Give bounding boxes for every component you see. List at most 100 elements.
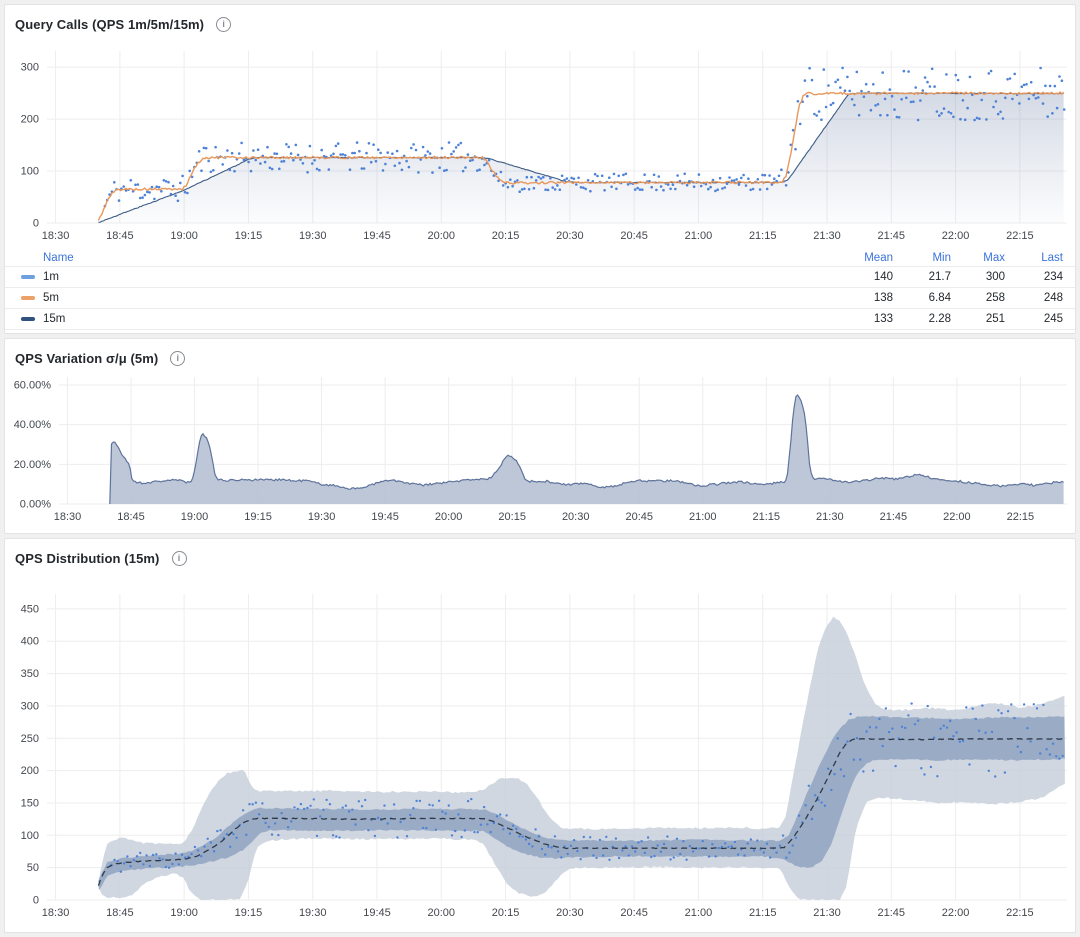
svg-text:20:30: 20:30 — [556, 230, 584, 242]
chart-series — [97, 66, 1066, 223]
svg-text:18:45: 18:45 — [106, 907, 134, 919]
svg-text:21:15: 21:15 — [749, 230, 777, 242]
chart-series — [97, 616, 1065, 900]
svg-text:19:15: 19:15 — [244, 511, 272, 523]
legend-row-5m: 5m 138 6.84 258 248 — [5, 287, 1075, 308]
panel-qps-variation: QPS Variation σ/μ (5m) i 0.00% 20.00% 40.0… — [4, 338, 1076, 534]
svg-text:400: 400 — [21, 636, 39, 648]
svg-text:0: 0 — [33, 895, 39, 907]
legend-table: Name Mean Min Max Last 1m 140 21.7 300 234 5m 138 6.… — [5, 249, 1075, 330]
legend-series-15m[interactable]: 15m — [21, 313, 831, 325]
svg-text:21:00: 21:00 — [685, 907, 713, 919]
svg-text:21:45: 21:45 — [878, 907, 906, 919]
series-fill-15m — [98, 92, 1064, 223]
svg-text:20:30: 20:30 — [556, 907, 584, 919]
info-icon[interactable]: i — [170, 350, 186, 366]
legend-value-min: 21.7 — [928, 271, 951, 283]
legend-row-1m: 1m 140 21.7 300 234 — [5, 266, 1075, 287]
legend-value-max: 300 — [985, 271, 1005, 283]
axis-labels: 0 50 100 150 200 250 300 350 400 450 18:30 18:45 19:… — [21, 603, 1034, 919]
svg-text:19:45: 19:45 — [363, 907, 391, 919]
svg-text:20:15: 20:15 — [498, 511, 526, 523]
svg-text:20:30: 20:30 — [562, 511, 590, 523]
info-icon[interactable]: i — [216, 16, 232, 32]
svg-text:18:45: 18:45 — [117, 511, 145, 523]
svg-text:50: 50 — [27, 862, 39, 874]
svg-text:19:15: 19:15 — [235, 230, 263, 242]
series-line-mean — [97, 737, 1064, 886]
svg-text:0.00%: 0.00% — [20, 499, 51, 511]
svg-text:19:00: 19:00 — [170, 907, 198, 919]
svg-text:20:45: 20:45 — [625, 511, 653, 523]
svg-text:19:30: 19:30 — [299, 230, 327, 242]
svg-text:22:00: 22:00 — [943, 511, 971, 523]
svg-text:22:15: 22:15 — [1007, 511, 1035, 523]
legend-value-mean: 133 — [873, 313, 893, 325]
svg-text:21:45: 21:45 — [878, 230, 906, 242]
svg-text:19:30: 19:30 — [299, 907, 327, 919]
svg-text:200: 200 — [21, 114, 39, 126]
svg-text:250: 250 — [21, 733, 39, 745]
panel-qps-distribution: QPS Distribution (15m) i 0 50 100 150 200 250… — [4, 538, 1076, 933]
legend-value-last: 234 — [1043, 271, 1063, 283]
panel-title: QPS Variation σ/μ (5m) — [15, 350, 159, 366]
panel-header: Query Calls (QPS 1m/5m/15m) i — [5, 5, 1075, 35]
svg-text:100: 100 — [21, 166, 39, 178]
svg-text:21:00: 21:00 — [689, 511, 717, 523]
legend-value-max: 251 — [985, 313, 1005, 325]
legend-value-min: 2.28 — [928, 313, 951, 325]
svg-text:20:45: 20:45 — [620, 907, 648, 919]
svg-text:19:30: 19:30 — [308, 511, 336, 523]
svg-text:21:30: 21:30 — [813, 230, 841, 242]
svg-text:21:15: 21:15 — [749, 907, 777, 919]
svg-text:20:00: 20:00 — [428, 907, 456, 919]
qps-distribution-chart[interactable]: 0 50 100 150 200 250 300 350 400 450 18:30 18:45 19:… — [5, 569, 1075, 933]
legend-column-name[interactable]: Name — [43, 251, 74, 264]
legend-series-1m[interactable]: 1m — [21, 271, 831, 283]
svg-text:21:00: 21:00 — [685, 230, 713, 242]
svg-text:60.00%: 60.00% — [14, 379, 52, 391]
panel-query-calls: Query Calls (QPS 1m/5m/15m) i 0 100 200 300… — [4, 4, 1076, 334]
info-icon[interactable]: i — [171, 550, 187, 566]
svg-text:20:00: 20:00 — [428, 230, 456, 242]
series-swatch-icon — [21, 275, 35, 279]
svg-text:20.00%: 20.00% — [14, 459, 52, 471]
legend-value-last: 248 — [1043, 292, 1063, 304]
series-line-5m — [97, 91, 1065, 221]
svg-text:18:30: 18:30 — [54, 511, 82, 523]
legend-value-min: 6.84 — [928, 292, 951, 304]
query-calls-chart[interactable]: 0 100 200 300 18:30 18:45 19:00 19:15 19:30 19:45… — [5, 35, 1075, 247]
legend-value-mean: 138 — [873, 292, 893, 304]
svg-text:20:15: 20:15 — [492, 230, 520, 242]
series-line-sigma-over-mu — [109, 394, 1064, 504]
svg-text:20:15: 20:15 — [492, 907, 520, 919]
panel-header: QPS Distribution (15m) i — [5, 539, 1075, 569]
series-swatch-icon — [21, 317, 35, 321]
svg-text:450: 450 — [21, 603, 39, 615]
series-band-inner-band — [98, 715, 1065, 891]
series-swatch-icon — [21, 296, 35, 300]
panel-title: QPS Distribution (15m) — [15, 550, 160, 566]
svg-text:20:45: 20:45 — [620, 230, 648, 242]
svg-text:18:30: 18:30 — [42, 907, 70, 919]
legend-column-mean[interactable]: Mean — [864, 251, 893, 264]
legend-series-5m[interactable]: 5m — [21, 292, 831, 304]
legend-column-max[interactable]: Max — [983, 251, 1005, 264]
svg-text:19:00: 19:00 — [170, 230, 198, 242]
svg-text:0: 0 — [33, 218, 39, 230]
svg-text:21:30: 21:30 — [813, 907, 841, 919]
legend-row-15m: 15m 133 2.28 251 245 — [5, 308, 1075, 329]
series-scatter-samples — [110, 702, 1064, 873]
svg-text:22:00: 22:00 — [942, 907, 970, 919]
svg-text:21:45: 21:45 — [880, 511, 908, 523]
legend-column-min[interactable]: Min — [932, 251, 951, 264]
svg-text:150: 150 — [21, 797, 39, 809]
svg-text:21:30: 21:30 — [816, 511, 844, 523]
series-fill-sigma-over-mu — [109, 395, 1064, 504]
legend-column-last[interactable]: Last — [1041, 251, 1063, 264]
axis-labels: 0.00% 20.00% 40.00% 60.00% 18:30 18:45 19:00 19… — [14, 379, 1034, 523]
qps-variation-chart[interactable]: 0.00% 20.00% 40.00% 60.00% 18:30 18:45 19:00 19… — [5, 369, 1075, 529]
svg-text:19:45: 19:45 — [363, 230, 391, 242]
svg-text:19:45: 19:45 — [371, 511, 399, 523]
svg-text:18:45: 18:45 — [106, 230, 134, 242]
